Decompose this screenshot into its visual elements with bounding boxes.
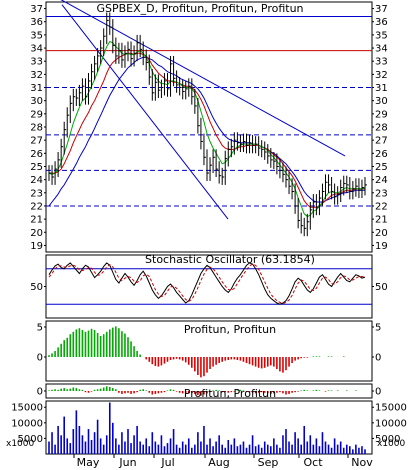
volume-unit-label-right: x1000 — [377, 439, 406, 449]
trendline-down-steep — [61, 4, 229, 220]
volume-tick-right-15000: 15000 — [375, 403, 407, 414]
price-tick-right-32: 32 — [375, 70, 388, 81]
price-tick-left-27: 27 — [30, 136, 43, 147]
x-tick-label-Jul: Jul — [160, 456, 174, 469]
price-tick-left-23: 23 — [30, 188, 43, 199]
price-tick-left-26: 26 — [30, 149, 43, 160]
price-tick-left-22: 22 — [30, 201, 43, 212]
volume-tick-left-5000: 5000 — [18, 434, 43, 445]
stochastic-panel: 50 50 — [30, 254, 388, 319]
stochastic-d-line — [48, 263, 366, 305]
x-tick-label-Sep: Sep — [258, 456, 279, 469]
stochastic-tick-right-50: 50 — [375, 282, 388, 293]
price-tick-right-24: 24 — [375, 175, 388, 186]
price-tick-right-37: 37 — [375, 4, 388, 15]
histogram-panel-1: 0 0 5 5 — [37, 320, 381, 382]
volume-tick-left-10000: 10000 — [11, 418, 43, 429]
stochastic-title: Stochastic Oscillator (63.1854) — [145, 253, 315, 266]
volume-tick-left-15000: 15000 — [11, 403, 43, 414]
histogram-1-frame — [45, 320, 373, 382]
histogram-1-tick-right-0: 0 — [375, 353, 381, 364]
x-tick-label-May: May — [77, 456, 100, 469]
price-tick-right-23: 23 — [375, 188, 388, 199]
price-tick-left-35: 35 — [30, 30, 43, 41]
histogram-1-tick-right-5: 5 — [375, 323, 381, 334]
ma-mid-line — [49, 52, 365, 208]
histogram-2-tick-left-0: 0 — [37, 387, 43, 398]
price-panel: 19 19 20 20 21 21 22 22 23 23 24 24 25 25 26 26 27 27 28 28… — [30, 0, 388, 253]
price-tick-left-37: 37 — [30, 4, 43, 15]
price-tick-left-31: 31 — [30, 83, 43, 94]
price-tick-left-32: 32 — [30, 70, 43, 81]
price-tick-right-35: 35 — [375, 30, 388, 41]
price-tick-left-34: 34 — [30, 44, 43, 55]
price-tick-right-22: 22 — [375, 201, 388, 212]
histogram-2-title: Profitun, Profitun — [184, 387, 276, 400]
stochastic-tick-left-50: 50 — [30, 282, 43, 293]
price-tick-left-19: 19 — [30, 241, 43, 252]
price-title: GSPBEX_D, Profitun, Profitun, Profitun — [96, 2, 303, 15]
x-tick-label-Nov: Nov — [351, 456, 373, 469]
price-tick-left-29: 29 — [30, 109, 43, 120]
price-tick-left-21: 21 — [30, 215, 43, 226]
price-tick-right-26: 26 — [375, 149, 388, 160]
x-tick-label-Jun: Jun — [118, 456, 136, 469]
price-tick-right-30: 30 — [375, 96, 388, 107]
price-tick-right-36: 36 — [375, 17, 388, 28]
price-tick-left-25: 25 — [30, 162, 43, 173]
histogram-1-tick-left-0: 0 — [37, 353, 43, 364]
trendline-down-long — [60, 0, 346, 157]
ma-slow-line — [48, 56, 365, 207]
x-axis: May Jun Jul Aug Sep Oct Nov — [73, 454, 373, 469]
price-tick-left-33: 33 — [30, 57, 43, 68]
price-tick-left-28: 28 — [30, 123, 43, 134]
price-tick-right-27: 27 — [375, 136, 388, 147]
price-tick-left-36: 36 — [30, 17, 43, 28]
price-tick-right-25: 25 — [375, 162, 388, 173]
price-tick-right-31: 31 — [375, 83, 388, 94]
price-tick-right-28: 28 — [375, 123, 388, 134]
price-tick-right-21: 21 — [375, 215, 388, 226]
histogram-1-title: Profitun, Profitun — [184, 323, 276, 336]
volume-unit-label-left: x1000 — [6, 439, 35, 449]
volume-tick-right-5000: 5000 — [375, 434, 400, 445]
histogram-1-tick-left-5: 5 — [37, 323, 43, 334]
price-tick-left-24: 24 — [30, 175, 43, 186]
volume-panel: 5000 5000 10000 10000 15000 15000 — [11, 400, 407, 455]
ma-fast-line — [48, 40, 366, 218]
price-tick-right-20: 20 — [375, 228, 388, 239]
price-tick-right-29: 29 — [375, 109, 388, 120]
x-tick-label-Oct: Oct — [303, 456, 323, 469]
price-tick-right-34: 34 — [375, 44, 388, 55]
price-tick-left-20: 20 — [30, 228, 43, 239]
price-tick-right-19: 19 — [375, 241, 388, 252]
price-tick-left-30: 30 — [30, 96, 43, 107]
volume-tick-right-10000: 10000 — [375, 418, 407, 429]
histogram-2-tick-right-0: 0 — [375, 387, 381, 398]
volume-frame — [45, 400, 373, 455]
price-tick-right-33: 33 — [375, 57, 388, 68]
x-tick-label-Aug: Aug — [208, 456, 229, 469]
